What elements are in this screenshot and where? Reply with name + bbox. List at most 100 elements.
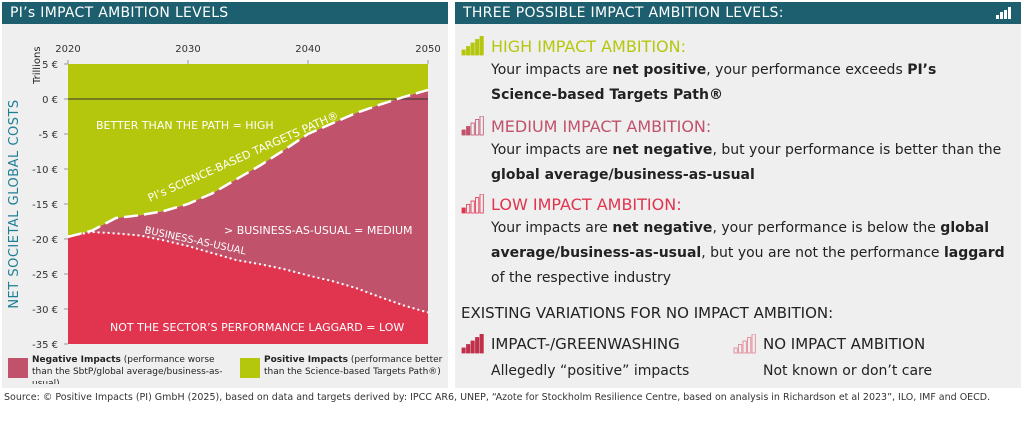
area-low (68, 232, 428, 344)
icon-bar (475, 39, 480, 56)
source: Source: © Positive Impacts (PI) GmbH (20… (4, 392, 991, 403)
level-title: MEDIUM IMPACT AMBITION: (491, 117, 712, 136)
level-icon (461, 36, 484, 56)
variations-title: EXISTING VARIATIONS FOR NO IMPACT AMBITI… (461, 304, 834, 322)
legend-label: Positive Impacts (264, 355, 348, 365)
level: MEDIUM IMPACT AMBITION: Your impacts are … (491, 116, 1007, 188)
variation-title: IMPACT-/GREENWASHING (491, 335, 680, 353)
level-text: Your impacts are net positive, your perf… (491, 58, 1007, 108)
icon-bar (479, 194, 484, 214)
level-text: Your impacts are net negative, but your … (491, 138, 1007, 188)
icon-bar (751, 334, 756, 354)
y-tick-label: -15 € (32, 200, 58, 211)
text-segment: laggard (944, 245, 1005, 261)
y-tick-label: -25 € (32, 270, 58, 281)
level-title: LOW IMPACT AMBITION: (491, 195, 682, 214)
icon-bar (479, 36, 484, 56)
chart-panel: PI’s IMPACT AMBITION LEVELS 5 € 0 € -5 € -1… (2, 2, 448, 388)
icon-bar (466, 126, 471, 136)
level: LOW IMPACT AMBITION: Your impacts are net… (491, 194, 1007, 291)
icon-bar (466, 204, 471, 214)
icon-bar (747, 337, 752, 354)
chart-title: PI’s IMPACT AMBITION LEVELS (2, 2, 448, 24)
text-segment: Your impacts are (491, 62, 613, 78)
text-segment: , your performance is below the (712, 220, 941, 236)
x-tick-label: 2020 (55, 44, 80, 55)
text-segment: of the respective industry (491, 270, 671, 286)
text-segment: PI’s Science-based Targets Path® (491, 62, 937, 103)
level-icon (461, 334, 484, 354)
level: HIGH IMPACT AMBITION: Your impacts are ne… (491, 36, 1007, 108)
annotation: NOT THE SECTOR’S PERFORMANCE LAGGARD = L… (110, 321, 404, 334)
x-tick-label: 2040 (295, 44, 320, 55)
legend-desc: (performance better than the Science-bas… (264, 355, 443, 377)
series-line (67, 88, 429, 239)
y-tick-label: -20 € (32, 235, 58, 246)
text-segment: Your impacts are (491, 142, 613, 158)
legend-swatch (8, 358, 28, 378)
text-segment: , your performance exceeds (706, 62, 908, 78)
text-segment: net positive (612, 62, 707, 78)
y-tick-label: 0 € (42, 95, 58, 106)
legend-entry: Negative Impacts (performance worse than… (32, 354, 228, 384)
icon-bar (742, 340, 747, 354)
text-segment: , but your performance is better than th… (712, 142, 1002, 158)
level-icon (461, 194, 484, 214)
level-icon (733, 334, 756, 354)
levels-panel: THREE POSSIBLE IMPACT AMBITION LEVELS: H… (455, 2, 1021, 388)
text-segment: net negative (612, 142, 713, 158)
icon-bar (461, 347, 466, 354)
icon-bar (461, 207, 466, 214)
icon-bar (470, 42, 475, 56)
level-icon (461, 116, 484, 136)
text-segment: global average/business-as-usual (491, 167, 755, 183)
text-segment: , but you are not the performance (701, 245, 944, 261)
series-line (67, 230, 429, 314)
icon-bar (733, 347, 738, 354)
icon-bar (466, 344, 471, 354)
legend-entry: Positive Impacts (performance better tha… (264, 354, 448, 378)
icon-bar (475, 119, 480, 136)
y-axis-label: NET SOCIETAL GLOBAL COSTS (7, 99, 22, 308)
icon-bar (479, 116, 484, 136)
legend-desc: (performance worse than the SbtP/global … (32, 355, 223, 384)
icon-bar (470, 200, 475, 214)
level-text: Your impacts are net negative, your perf… (491, 216, 1007, 291)
legend-text: Negative Impacts (performance worse than… (32, 354, 228, 384)
annotation: > BUSINESS-AS-USUAL = MEDIUM (224, 224, 413, 237)
variation-text: Allegedly “positive” impacts (491, 363, 690, 379)
text-segment: global average/business-as-usual (491, 220, 990, 261)
variation-text: Not known or don’t care (763, 363, 933, 379)
area-high (68, 64, 428, 237)
icon-bar (738, 344, 743, 354)
y-tick-label: -5 € (38, 130, 58, 141)
x-tick-label: 2050 (415, 44, 440, 55)
text-segment: net negative (612, 220, 713, 236)
icon-bar (479, 334, 484, 354)
area-medium (68, 89, 428, 313)
units-label: Trillions (32, 46, 43, 85)
panel-title: THREE POSSIBLE IMPACT AMBITION LEVELS: (455, 2, 1021, 24)
legend-label: Negative Impacts (32, 355, 121, 365)
level-title: HIGH IMPACT AMBITION: (491, 37, 686, 56)
header-icon (996, 7, 1011, 19)
y-tick-label: -10 € (32, 165, 58, 176)
variation-title: NO IMPACT AMBITION (763, 335, 926, 353)
legend-text: Positive Impacts (performance better tha… (264, 354, 448, 378)
icon-bar (475, 337, 480, 354)
text-segment: Your impacts are (491, 220, 613, 236)
icon-bar (461, 49, 466, 56)
annotation: BETTER THAN THE PATH = HIGH (96, 119, 274, 132)
chart: 5 € 0 € -5 € -10 € -15 € -20 € -25 € -30 € -35 €… (7, 44, 448, 384)
icon-bar (466, 46, 471, 56)
icon-bar (475, 197, 480, 214)
icon-bar (461, 129, 466, 136)
icon-bar (470, 122, 475, 136)
icon-bar (470, 340, 475, 354)
y-tick-label: -30 € (32, 305, 58, 316)
legend-swatch (240, 358, 260, 378)
y-tick-label: -35 € (32, 340, 58, 351)
y-tick-label: 5 € (42, 60, 58, 71)
x-tick-label: 2030 (175, 44, 200, 55)
